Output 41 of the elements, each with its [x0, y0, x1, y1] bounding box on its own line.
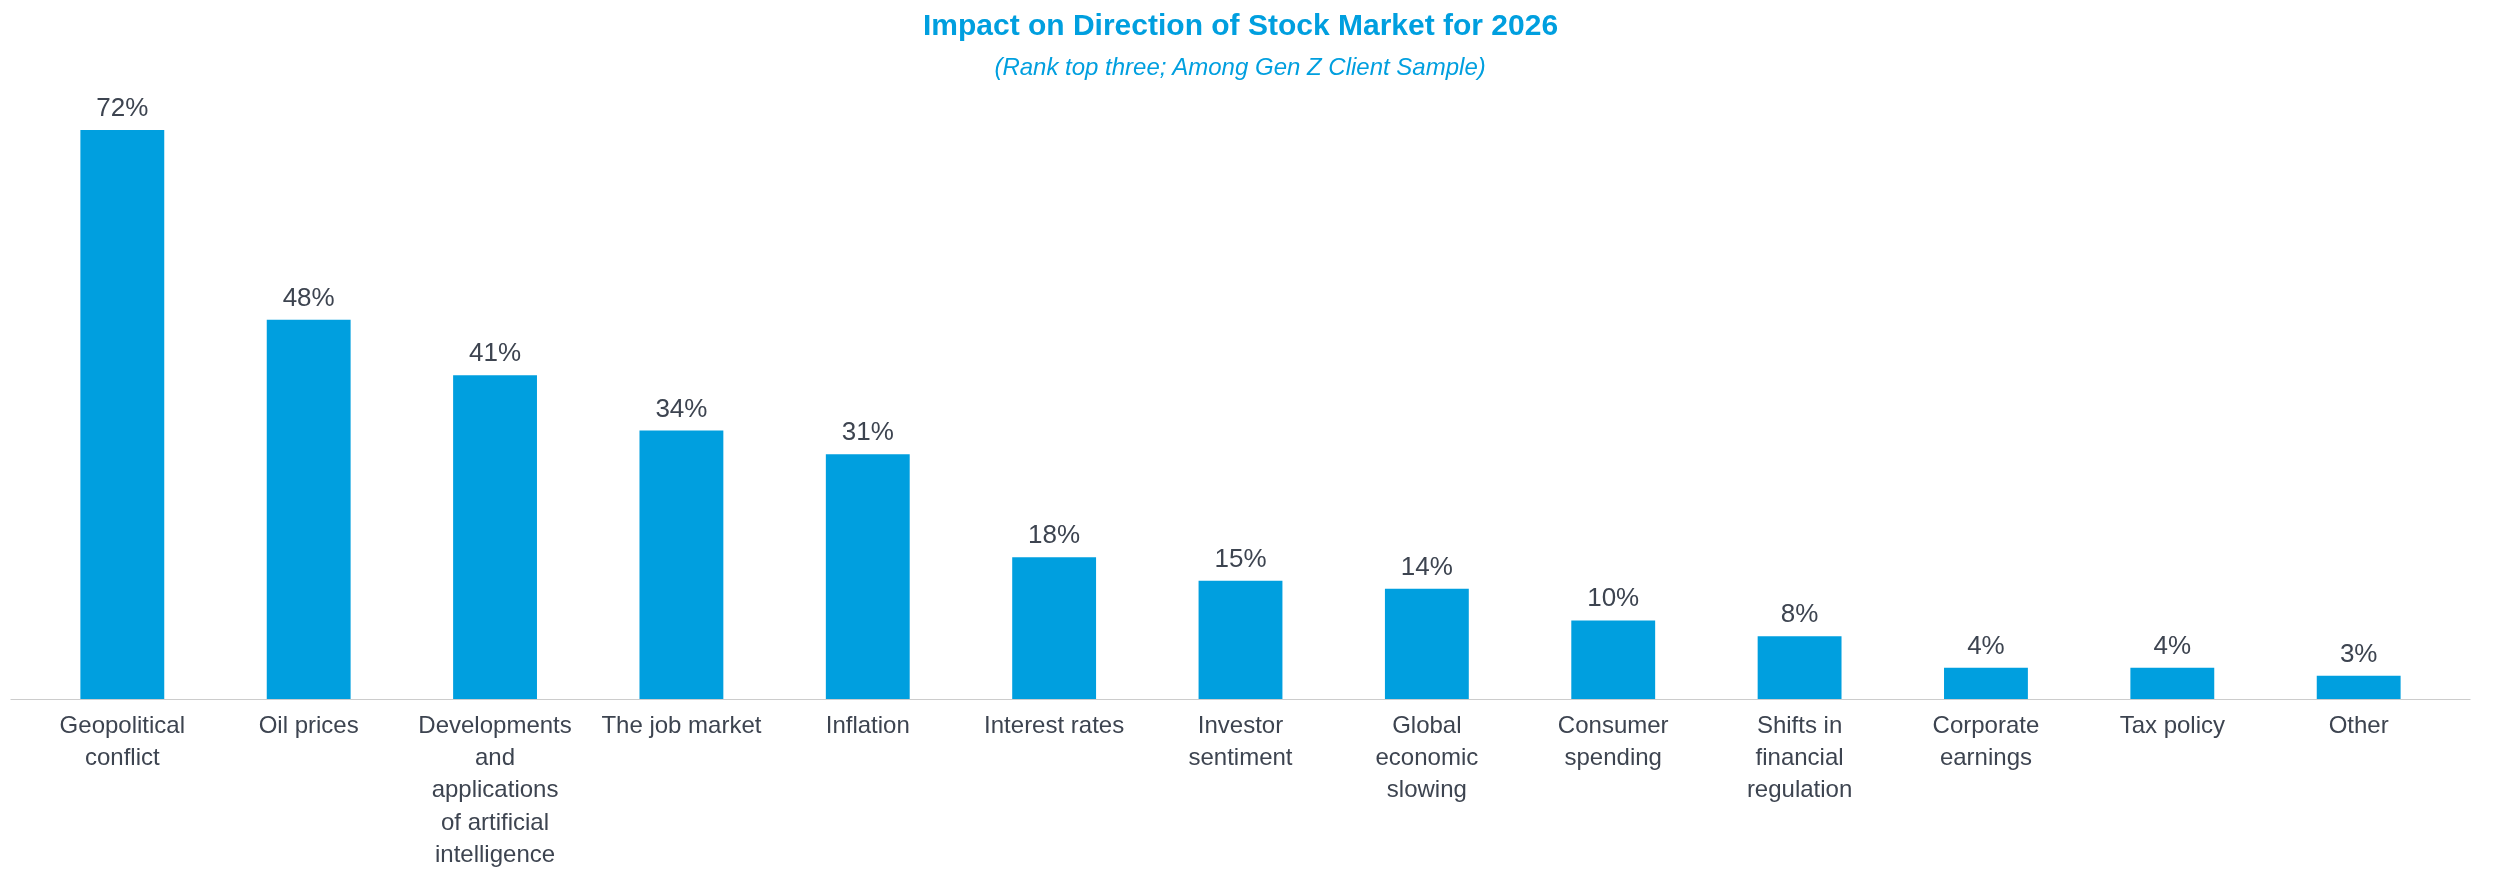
data-label: 8%	[1780, 598, 1819, 629]
bar	[453, 375, 537, 700]
data-label: 10%	[1587, 582, 1640, 613]
data-label: 18%	[1028, 519, 1081, 550]
bar	[639, 430, 724, 700]
x-tick-label: Shifts in financial regulation	[1746, 710, 1853, 803]
bar	[1012, 557, 1097, 700]
bar	[825, 454, 910, 700]
x-tick-label: Interest rates	[984, 710, 1125, 738]
bar	[1571, 620, 1656, 700]
data-label: 4%	[2153, 629, 2192, 660]
x-tick-label: Oil prices	[258, 710, 359, 738]
data-label: 48%	[282, 281, 335, 312]
x-tick-label: Consumer spending	[1557, 710, 1669, 770]
bar	[2130, 667, 2215, 700]
bar	[266, 319, 351, 700]
data-label: 4%	[1967, 629, 2005, 660]
bar	[1198, 580, 1283, 700]
x-tick-label: Global economic slowing	[1375, 710, 1479, 803]
x-tick-label: Inflation	[825, 710, 910, 738]
bar	[2316, 675, 2401, 700]
x-tick-label: Investor sentiment	[1188, 710, 1293, 770]
bar	[1944, 667, 2028, 700]
data-label: 14%	[1400, 550, 1453, 581]
data-label: 15%	[1214, 542, 1267, 573]
data-label: 41%	[469, 337, 522, 368]
data-label: 34%	[655, 392, 708, 423]
bar	[1757, 636, 1842, 700]
x-tick-label: Corporate earnings	[1932, 710, 2040, 770]
data-label: 3%	[2339, 637, 2378, 668]
data-label: 31%	[841, 416, 894, 447]
x-tick-label: Tax policy	[2119, 710, 2226, 738]
x-tick-label: The job market	[601, 710, 762, 738]
data-label: 72%	[96, 92, 149, 123]
chart-subtitle: (Rank top three; Among Gen Z Client Sample)	[994, 52, 1486, 80]
x-tick-label: Other	[2328, 710, 2389, 738]
x-tick-label: Developments and applications of artificial intelligence	[418, 710, 572, 868]
bar	[1384, 588, 1469, 700]
chart-title: Impact on Direction of Stock Market for 2026	[922, 7, 1559, 41]
x-tick-label: Geopolitical conflict	[59, 710, 186, 770]
bar	[80, 130, 165, 700]
